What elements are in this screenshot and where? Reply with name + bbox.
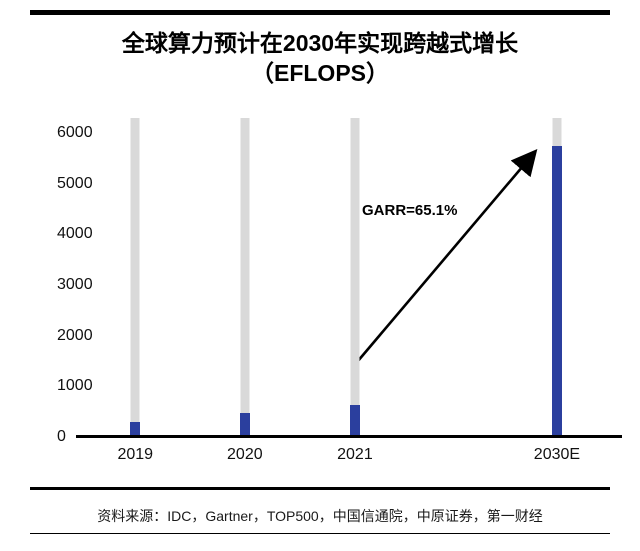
chart-title-line1: 全球算力预计在2030年实现跨越式增长 [121,30,519,56]
y-tick-label: 1000 [57,377,93,395]
cagr-annotation: GARR=65.1% [362,202,458,219]
x-axis: 2019 2020 2021 2030E [110,446,615,468]
x-tick-label: 2019 [117,446,154,463]
bar-2030E [551,145,562,437]
x-axis-line [76,435,622,438]
y-tick-label: 5000 [57,174,93,192]
x-tick-label: 2030E [533,446,581,463]
growth-arrow [351,149,538,369]
top-rule [30,10,610,15]
bar-2019 [130,421,141,437]
y-tick-label: 3000 [57,276,93,294]
x-tick-label: 2020 [227,446,263,463]
chart-title-line2: （EFLOPS） [250,60,389,87]
bar-2020 [239,412,250,437]
background-bar [350,118,360,437]
footer-rule [30,487,610,490]
y-tick-label: 2000 [57,326,93,344]
y-tick-label: 0 [57,428,66,445]
background-bar [130,118,140,437]
source-note: 资料来源：IDC，Gartner，TOP500，中国信通院，中原证券，第一财经 [97,508,543,524]
y-tick-label: 6000 [57,124,93,142]
background-bar [240,118,250,437]
bottom-rule [30,533,610,534]
x-tick-label: 2021 [337,446,373,463]
y-axis: 0 1000 2000 3000 4000 5000 6000 [0,118,100,445]
plot-area: GARR=65.1% [110,118,615,437]
chart-title: 全球算力预计在2030年实现跨越式增长 （EFLOPS） [0,28,640,89]
bar-2021 [349,404,360,437]
y-tick-label: 4000 [57,225,93,243]
